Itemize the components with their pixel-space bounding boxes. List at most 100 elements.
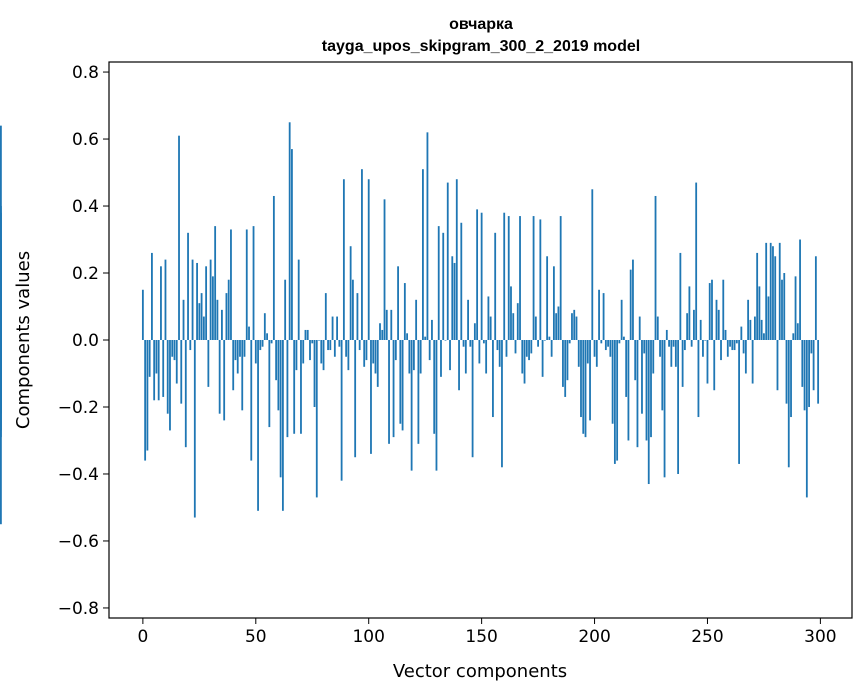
- bar: [812, 340, 815, 391]
- bar: [568, 340, 571, 344]
- bar: [342, 179, 345, 340]
- bar: [444, 340, 447, 341]
- bar: [711, 279, 713, 340]
- bar: [774, 256, 777, 340]
- bar: [419, 340, 422, 374]
- bar: [717, 309, 720, 340]
- y-tick-label: 0.2: [72, 264, 99, 284]
- bar: [593, 340, 596, 357]
- ticks-group: 0 50 100 150 200 250 300 0.8 0.6 0.4 0.2 0.0 −0.2 −0.…: [58, 63, 837, 647]
- bar: [790, 340, 792, 418]
- bar: [693, 309, 695, 340]
- x-tick-label: 100: [352, 627, 384, 647]
- bar: [625, 340, 628, 397]
- bar: [329, 340, 332, 351]
- bar: [482, 340, 485, 344]
- y-tick-label: 0.6: [72, 130, 99, 150]
- bar: [733, 340, 736, 351]
- bar: [715, 299, 718, 340]
- bar: [216, 299, 219, 340]
- bar: [783, 273, 786, 340]
- bar: [677, 340, 680, 474]
- bar: [623, 336, 625, 340]
- x-tick-label: 150: [465, 627, 497, 647]
- bar: [661, 340, 664, 411]
- bar: [428, 340, 431, 361]
- bar: [383, 199, 386, 340]
- bar: [778, 242, 781, 340]
- bar: [437, 226, 440, 340]
- bar: [595, 340, 598, 367]
- y-tick-label: 0.4: [72, 197, 99, 217]
- bar: [498, 340, 501, 367]
- bar: [792, 333, 795, 340]
- bar: [654, 195, 657, 340]
- bar: [695, 182, 698, 340]
- bar: [184, 340, 187, 448]
- bar: [187, 232, 189, 340]
- bar: [735, 340, 738, 344]
- bar: [178, 135, 180, 340]
- bar: [796, 323, 799, 340]
- bar: [799, 239, 801, 340]
- bar: [148, 340, 151, 377]
- bar: [765, 242, 768, 340]
- bar: [552, 266, 555, 340]
- bar: [580, 340, 582, 418]
- bar: [528, 340, 530, 361]
- bar: [218, 340, 221, 414]
- bar: [686, 313, 689, 340]
- bar: [286, 340, 289, 438]
- bar: [234, 340, 237, 361]
- bar: [440, 340, 442, 377]
- bar: [476, 209, 479, 340]
- bar: [401, 340, 404, 431]
- bar: [408, 340, 411, 374]
- bar: [281, 340, 284, 511]
- x-tick-label: 200: [578, 627, 610, 647]
- bar: [352, 279, 354, 340]
- bar: [641, 340, 643, 414]
- bar: [338, 340, 341, 347]
- bar: [555, 313, 558, 340]
- bar: [571, 313, 573, 340]
- x-axis-label: Vector components: [393, 661, 567, 682]
- bar: [814, 256, 817, 340]
- bar: [805, 340, 808, 498]
- bar: [151, 252, 153, 340]
- bar: [539, 219, 542, 340]
- bar: [738, 340, 740, 464]
- bar: [722, 279, 725, 340]
- bar: [417, 340, 420, 444]
- bar: [801, 340, 804, 387]
- bar: [392, 340, 395, 438]
- bar: [412, 340, 415, 371]
- bar: [367, 179, 370, 340]
- bar: [478, 340, 481, 364]
- bar: [162, 340, 165, 397]
- x-tick-label: 300: [804, 627, 836, 647]
- y-tick-label: 0.0: [72, 331, 99, 351]
- bar: [584, 340, 587, 438]
- y-tick-label: 0.8: [72, 63, 99, 83]
- bar: [155, 340, 158, 374]
- bar: [0, 340, 2, 525]
- bar: [277, 340, 280, 411]
- bar: [546, 256, 549, 340]
- bar: [566, 340, 569, 381]
- bar: [731, 340, 734, 351]
- bar: [559, 216, 562, 340]
- bar: [284, 279, 287, 340]
- bar: [442, 232, 445, 340]
- bar: [706, 340, 709, 384]
- bar: [469, 340, 472, 347]
- bar: [175, 340, 178, 384]
- bar: [713, 340, 716, 391]
- bar: [232, 340, 235, 391]
- bar: [300, 340, 302, 434]
- bar: [243, 340, 246, 357]
- bar: [455, 179, 458, 340]
- bar: [0, 340, 2, 431]
- bar: [146, 340, 149, 451]
- bar: [309, 340, 311, 361]
